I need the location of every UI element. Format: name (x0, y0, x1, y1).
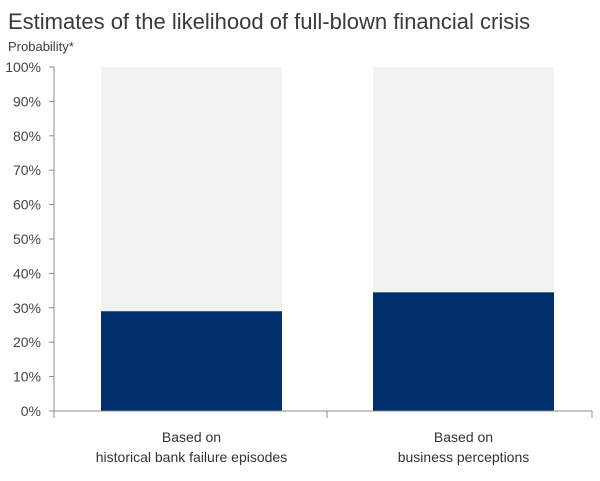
chart-subtitle: Probability* (8, 39, 74, 54)
bar (101, 311, 282, 411)
x-category-label-line: Based on (162, 429, 221, 445)
y-tick-label: 30% (13, 300, 41, 316)
y-tick-label: 20% (13, 334, 41, 350)
y-tick-label: 10% (13, 369, 41, 385)
x-category-label: Based on business perceptions (398, 429, 530, 465)
plot-area: 0% 10% 20% 30% 40% 50% 60% 70% 80% 90% 100% Based o… (5, 59, 593, 465)
y-tick-label: 70% (13, 162, 41, 178)
x-category-label-line: business perceptions (398, 449, 530, 465)
y-tick-label: 0% (21, 403, 41, 419)
y-tick-label: 80% (13, 128, 41, 144)
bar (373, 292, 554, 411)
chart-title: Estimates of the likelihood of full-blow… (8, 9, 530, 34)
x-category-label-line: historical bank failure episodes (96, 449, 287, 465)
y-tick-label: 40% (13, 265, 41, 281)
x-category-label-line: Based on (434, 429, 493, 445)
y-tick-label: 50% (13, 231, 41, 247)
x-category-label: Based on historical bank failure episodes (96, 429, 287, 465)
y-tick-label: 100% (5, 59, 41, 75)
y-tick-label: 90% (13, 93, 41, 109)
y-tick-label: 60% (13, 197, 41, 213)
